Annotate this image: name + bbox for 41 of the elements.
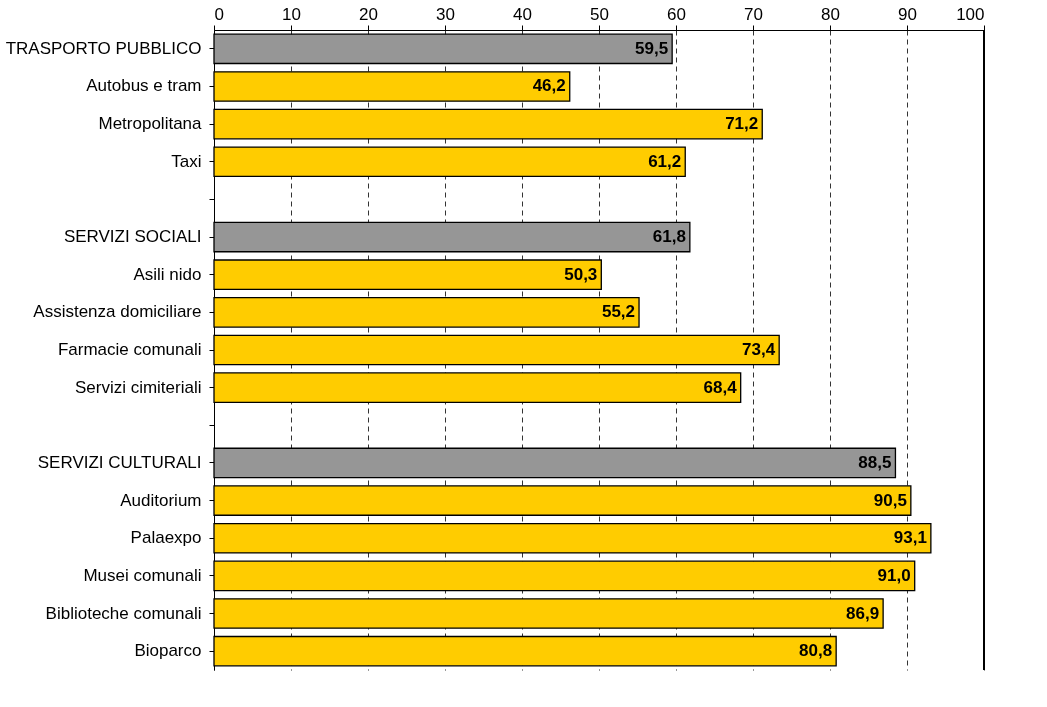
x-tick-label: 70 (744, 4, 763, 24)
y-tick-label: Taxi (171, 151, 202, 171)
y-tick-label: Musei comunali (83, 565, 202, 585)
data-label: 71,2 (725, 114, 759, 134)
data-label: 80,8 (799, 641, 833, 661)
x-tick-label: 80 (821, 4, 840, 24)
y-tick-label: Farmacie comunali (57, 340, 202, 359)
x-tick-label: 40 (513, 4, 532, 24)
data-label: 46,2 (532, 76, 566, 96)
y-tick-label: TRASPORTO PUBBLICO (5, 38, 202, 58)
data-label: 59,5 (635, 38, 669, 58)
y-tick-label: Assistenza domiciliare (33, 302, 202, 322)
data-label: 91,0 (877, 565, 911, 585)
y-tick-label: SERVIZI SOCIALI (63, 227, 202, 247)
y-tick-label: Metropolitana (98, 114, 203, 134)
y-tick-label: Asili nido (133, 264, 202, 284)
x-tick-label: 0 (214, 4, 224, 24)
y-tick-label: Auditorium (120, 490, 202, 510)
data-label: 73,4 (742, 340, 776, 359)
y-tick-label: Bioparco (134, 641, 202, 661)
data-label: 61,2 (648, 151, 682, 171)
x-tick-label: 60 (667, 4, 686, 24)
x-tick-label: 50 (590, 4, 609, 24)
x-tick-label: 20 (359, 4, 378, 24)
data-label: 55,2 (601, 302, 636, 322)
data-label: 90,5 (873, 490, 907, 510)
data-label: 50,3 (564, 264, 598, 284)
data-label: 93,1 (893, 528, 927, 548)
x-tick-label: 10 (282, 4, 301, 24)
data-label: 61,8 (652, 227, 686, 247)
y-tick-label: Palaexpo (130, 528, 202, 548)
x-tick-label: 30 (436, 4, 455, 24)
x-tick-label: 90 (898, 4, 917, 24)
data-label: 88,5 (858, 452, 892, 472)
y-tick-label: Autobus e tram (86, 76, 202, 96)
y-tick-label: Biblioteche comunali (45, 603, 202, 623)
y-tick-label: Servizi cimiteriali (74, 377, 202, 397)
data-label: 86,9 (846, 603, 880, 623)
x-tick-label: 100 (956, 4, 985, 24)
data-label: 68,4 (703, 377, 738, 397)
y-tick-label: SERVIZI CULTURALI (37, 452, 202, 472)
